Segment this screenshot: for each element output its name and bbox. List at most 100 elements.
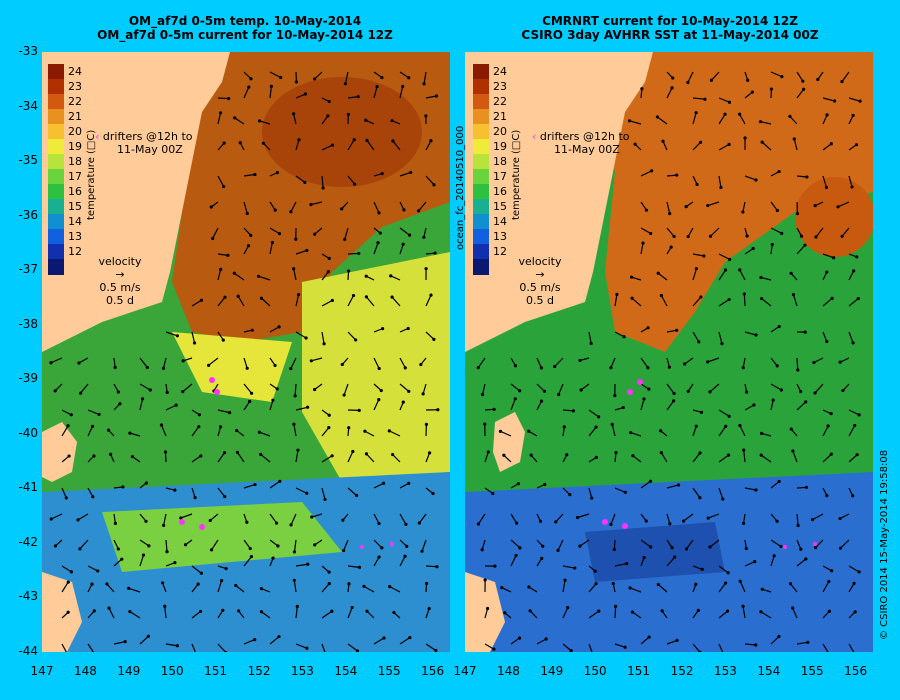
velocity-arrow-head bbox=[788, 114, 792, 118]
velocity-arrow-head bbox=[854, 143, 859, 147]
velocity-arrow bbox=[364, 430, 375, 437]
velocity-arrow bbox=[562, 409, 574, 412]
velocity-arrow-head bbox=[563, 578, 567, 582]
velocity-arrow-head bbox=[659, 293, 663, 298]
velocity-arrow bbox=[692, 296, 702, 307]
velocity-arrow-head bbox=[401, 84, 405, 89]
velocity-arrow bbox=[711, 71, 720, 81]
velocity-arrow bbox=[710, 227, 720, 237]
velocity-arrow-head bbox=[857, 570, 861, 574]
velocity-arrow-head bbox=[429, 293, 433, 297]
velocity-arrow bbox=[108, 607, 115, 619]
velocity-arrow-head bbox=[829, 412, 833, 416]
velocity-arrow-head bbox=[594, 582, 598, 586]
velocity-arrow-head bbox=[294, 80, 299, 84]
velocity-arrow-head bbox=[780, 75, 784, 79]
velocity-arrow-head bbox=[408, 635, 412, 640]
velocity-arrow-head bbox=[682, 362, 687, 366]
velocity-arrow bbox=[50, 357, 63, 364]
velocity-arrow-head bbox=[684, 547, 689, 551]
model-temperature-map[interactable] bbox=[42, 52, 450, 652]
velocity-arrow bbox=[796, 513, 799, 526]
velocity-arrow-head bbox=[771, 398, 775, 402]
yellow-band bbox=[172, 332, 292, 402]
satellite-sst-map[interactable] bbox=[465, 52, 873, 652]
velocity-arrow-head bbox=[727, 142, 731, 146]
cold-patch bbox=[585, 522, 725, 582]
velocity-arrow-head bbox=[480, 392, 485, 397]
velocity-arrow-head bbox=[313, 543, 317, 547]
velocity-arrow-head bbox=[146, 634, 150, 638]
velocity-arrow-head bbox=[292, 422, 296, 426]
velocity-arrow-head bbox=[514, 553, 518, 558]
velocity-arrow-head bbox=[259, 587, 264, 591]
velocity-arrow bbox=[295, 93, 306, 99]
velocity-arrow bbox=[217, 487, 226, 497]
velocity-arrow bbox=[500, 430, 512, 437]
velocity-arrow-head bbox=[796, 523, 800, 528]
velocity-arrow bbox=[640, 480, 651, 489]
velocity-arrow-head bbox=[183, 543, 188, 547]
velocity-arrow bbox=[180, 513, 193, 519]
velocity-arrow-head bbox=[352, 138, 356, 142]
velocity-arrow-head bbox=[390, 119, 394, 123]
velocity-arrow-head bbox=[623, 645, 627, 649]
velocity-arrow bbox=[269, 539, 279, 547]
velocity-arrow-head bbox=[277, 635, 281, 639]
velocity-arrow-head bbox=[435, 565, 439, 569]
velocity-arrow bbox=[87, 643, 95, 652]
colorbar-swatch bbox=[48, 244, 64, 260]
velocity-arrow bbox=[261, 297, 271, 307]
island-flinders bbox=[42, 422, 77, 482]
velocity-arrow-head bbox=[799, 389, 803, 394]
velocity-arrow-head bbox=[738, 112, 742, 116]
velocity-arrow-head bbox=[327, 99, 331, 104]
velocity-arrow-head bbox=[363, 429, 367, 433]
velocity-arrow-head bbox=[160, 581, 165, 585]
velocity-arrow-head bbox=[593, 569, 597, 573]
velocity-arrow-head bbox=[375, 85, 379, 89]
velocity-arrow bbox=[399, 227, 410, 236]
velocity-arrow-head bbox=[246, 244, 251, 248]
velocity-arrow bbox=[399, 555, 406, 567]
velocity-arrow bbox=[347, 607, 353, 619]
velocity-arrow-head bbox=[612, 547, 616, 552]
velocity-arrow bbox=[640, 357, 649, 369]
colorbar-label: 21 bbox=[493, 109, 507, 123]
velocity-arrow-head bbox=[389, 274, 393, 278]
velocity-arrow-head bbox=[770, 242, 774, 247]
velocity-arrow bbox=[392, 140, 401, 151]
velocity-arrow-head bbox=[672, 234, 676, 239]
x-tick-label: 156 bbox=[844, 664, 868, 678]
velocity-arrow-head bbox=[611, 581, 615, 586]
velocity-arrow bbox=[269, 201, 276, 211]
velocity-arrow bbox=[191, 487, 196, 498]
velocity-arrow bbox=[347, 139, 355, 151]
velocity-arrow bbox=[742, 606, 746, 619]
velocity-arrow-head bbox=[257, 430, 261, 434]
velocity-arrow-head bbox=[259, 452, 263, 457]
drifter-marker bbox=[199, 524, 205, 530]
velocity-arrow-head bbox=[364, 295, 369, 299]
y-tick-label: -35 bbox=[18, 153, 38, 168]
velocity-arrow-head bbox=[855, 255, 859, 259]
velocity-arrow-head bbox=[96, 569, 100, 573]
x-tick-label: 155 bbox=[800, 664, 824, 678]
velocity-arrow bbox=[347, 643, 358, 652]
velocity-arrow-head bbox=[698, 650, 702, 652]
drifters-legend-line2: 11-May 00Z bbox=[117, 143, 183, 156]
velocity-arrow bbox=[295, 563, 308, 567]
velocity-arrow bbox=[258, 275, 271, 281]
velocity-arrow bbox=[113, 558, 123, 567]
velocity-arrow-head bbox=[245, 211, 249, 216]
velocity-arrows-left bbox=[49, 71, 440, 652]
colorbar-swatch bbox=[48, 229, 64, 245]
velocity-arrow-head bbox=[377, 397, 381, 402]
colorbar-swatch bbox=[473, 199, 489, 215]
velocity-arrow-head bbox=[754, 488, 758, 492]
velocity-arrow-head bbox=[53, 544, 58, 548]
velocity-arrow bbox=[792, 607, 798, 619]
velocity-arrow-head bbox=[838, 516, 842, 521]
velocity-arrow-head bbox=[840, 80, 844, 84]
velocity-arrow bbox=[217, 331, 224, 341]
